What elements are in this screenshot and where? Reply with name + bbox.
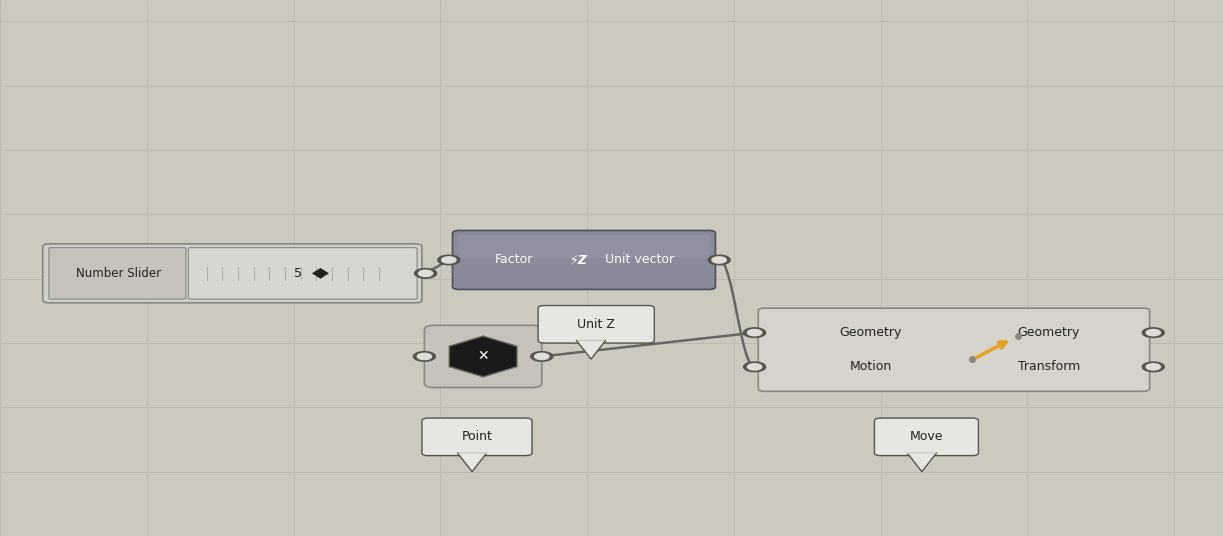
Polygon shape [907,453,937,472]
Circle shape [708,255,730,265]
Circle shape [438,255,460,265]
Circle shape [534,353,549,360]
Text: Motion: Motion [850,360,892,374]
Polygon shape [312,268,329,279]
Text: Transform: Transform [1018,360,1080,374]
Text: Point: Point [461,430,493,443]
Circle shape [712,257,726,263]
FancyBboxPatch shape [422,418,532,456]
Polygon shape [457,453,487,472]
Text: ✕: ✕ [477,349,489,363]
Circle shape [531,352,553,361]
FancyBboxPatch shape [49,248,186,299]
Circle shape [1146,364,1161,370]
Text: ⚡Z: ⚡Z [570,254,588,266]
Circle shape [413,352,435,361]
Text: Unit vector: Unit vector [604,254,674,266]
Text: Factor: Factor [494,254,533,266]
Text: Geometry: Geometry [839,326,901,339]
Text: Geometry: Geometry [1018,326,1080,339]
Circle shape [744,362,766,371]
Circle shape [1142,362,1164,371]
FancyBboxPatch shape [188,248,417,299]
Circle shape [747,330,762,336]
Circle shape [415,269,437,278]
Text: 5: 5 [295,267,302,280]
Circle shape [442,257,456,263]
Text: Number Slider: Number Slider [76,267,161,280]
Circle shape [1146,330,1161,336]
Circle shape [418,270,433,277]
Circle shape [747,364,762,370]
FancyBboxPatch shape [758,308,1150,391]
Circle shape [744,328,766,338]
FancyBboxPatch shape [43,244,422,303]
Polygon shape [576,340,605,359]
Text: Move: Move [910,430,943,443]
Circle shape [1142,328,1164,338]
Polygon shape [449,336,517,377]
FancyBboxPatch shape [538,306,654,343]
Text: Unit Z: Unit Z [577,318,615,331]
FancyBboxPatch shape [453,230,715,289]
FancyBboxPatch shape [874,418,978,456]
FancyBboxPatch shape [424,325,542,388]
FancyBboxPatch shape [459,235,709,258]
Circle shape [417,353,432,360]
